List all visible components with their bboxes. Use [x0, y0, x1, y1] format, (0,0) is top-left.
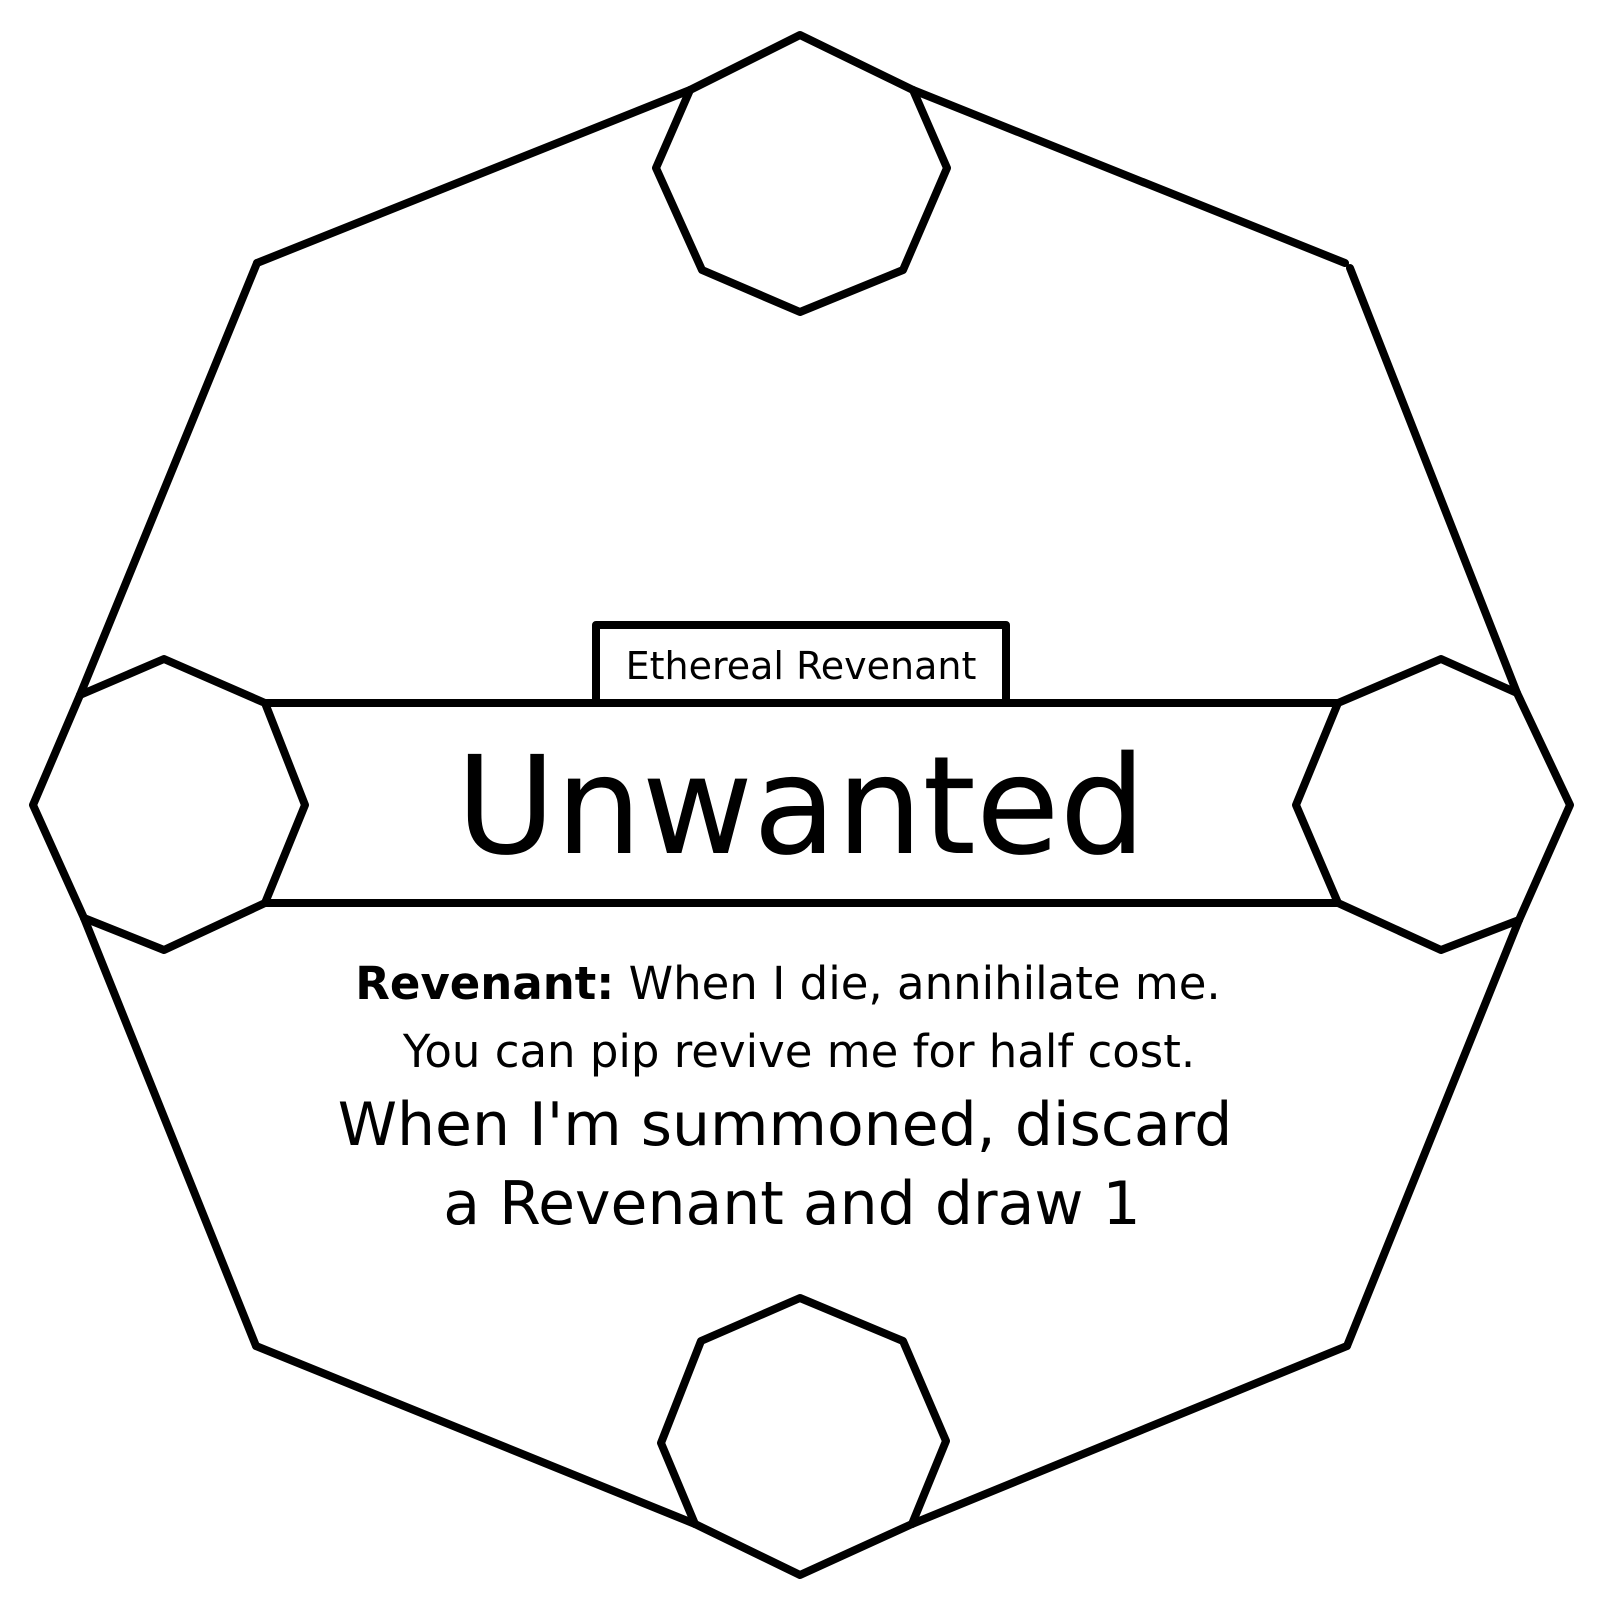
outer-edge-top-right — [909, 86, 1349, 267]
outer-edge-bottom-left — [252, 1342, 699, 1528]
ability-line-2: You can pip revive me for half cost. — [402, 1025, 1195, 1078]
type-label: Ethereal Revenant — [626, 644, 977, 688]
ability-line-1: Revenant: When I die, annihilate me. — [355, 957, 1220, 1010]
outer-edge-top-left — [253, 86, 694, 267]
outer-edge-left-lower — [80, 914, 260, 1350]
left-socket-icon — [76, 655, 309, 954]
right-socket-icon — [1292, 655, 1523, 954]
outer-edge-left-upper — [76, 259, 261, 699]
outer-edge-bottom — [691, 1520, 916, 1579]
outer-edge-bottom-right — [908, 1342, 1351, 1528]
outer-edge-top — [686, 31, 917, 94]
effect-line-1: When I'm summoned, discard — [338, 1090, 1233, 1160]
outer-edge-right — [1513, 689, 1574, 924]
type-label-box — [592, 621, 1010, 707]
outer-edge-right-upper — [1346, 264, 1521, 697]
card-name: Unwanted — [456, 728, 1146, 886]
outer-border — [29, 31, 1574, 1579]
top-socket-icon — [652, 86, 951, 316]
outer-edge-left — [29, 691, 88, 922]
effect-line-2: a Revenant and draw 1 — [443, 1169, 1140, 1239]
ability-keyword: Revenant: — [355, 957, 614, 1010]
bottom-socket-icon — [657, 1294, 950, 1528]
outer-edge-right-lower — [1343, 916, 1523, 1350]
ability-line-1-text: When I die, annihilate me. — [614, 957, 1220, 1010]
